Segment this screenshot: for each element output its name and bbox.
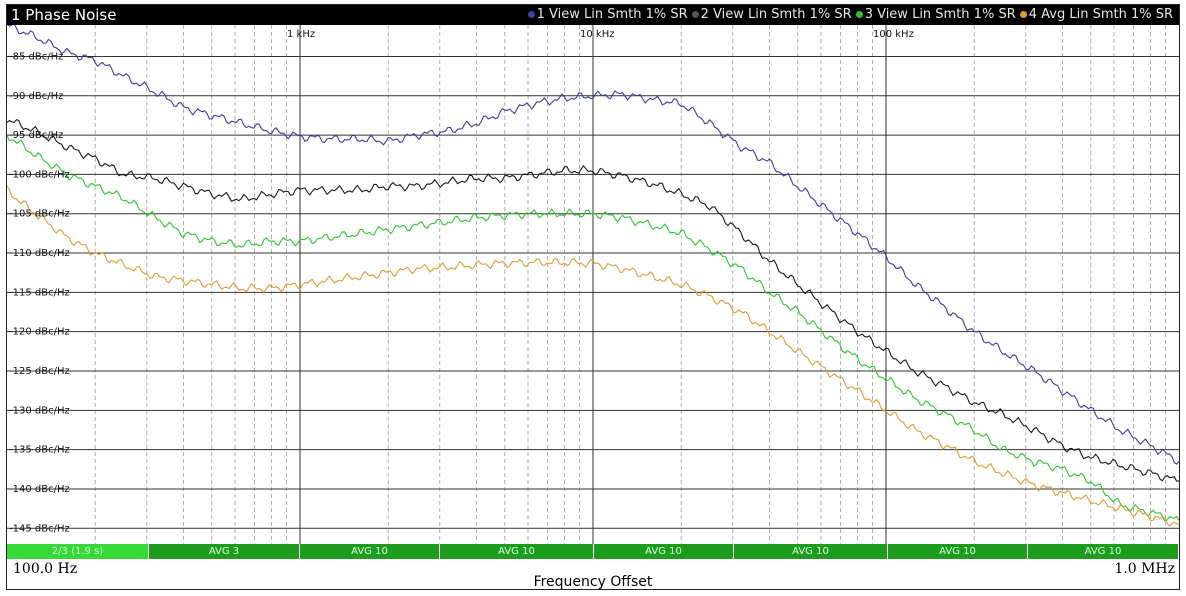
x-tick-labels: 1 kHz 10 kHz 100 kHz bbox=[287, 29, 914, 40]
trace-3-line bbox=[7, 135, 1179, 522]
y-tick-label: -105 dBc/Hz bbox=[9, 209, 70, 220]
legend-item: 3 View Lin Smth 1% SR bbox=[855, 7, 1016, 22]
legend-item: 4 Avg Lin Smth 1% SR bbox=[1019, 7, 1173, 22]
trace-4-line bbox=[7, 185, 1179, 527]
y-tick-label: -130 dBc/Hz bbox=[9, 405, 70, 416]
y-tick-label: -140 dBc/Hz bbox=[9, 484, 70, 495]
phase-noise-plot[interactable]: -85 dBc/Hz -90 dBc/Hz -95 dBc/Hz -100 dBc/H… bbox=[7, 25, 1179, 544]
y-tick-label: -120 dBc/Hz bbox=[9, 327, 70, 338]
trace-2-line bbox=[7, 119, 1179, 482]
y-tick-label: -115 dBc/Hz bbox=[9, 287, 70, 298]
x-tick-label: 1 kHz bbox=[287, 29, 315, 40]
x-stop-label: 1.0 MHz bbox=[1114, 561, 1175, 577]
sweep-progress-segment: 2/3 (1.9 s) bbox=[7, 544, 149, 559]
legend: 1 View Lin Smth 1% SR 2 View Lin Smth 1%… bbox=[527, 7, 1173, 22]
trace-4-dot-icon bbox=[1019, 11, 1027, 18]
avg-segment: AVG 10 bbox=[734, 544, 888, 559]
y-tick-label: -110 dBc/Hz bbox=[9, 248, 70, 259]
y-tick-label: -125 dBc/Hz bbox=[9, 366, 70, 377]
trace-1-line bbox=[7, 25, 1179, 465]
legend-label: 1 View Lin Smth 1% SR bbox=[536, 7, 688, 22]
avg-segment: AVG 3 bbox=[149, 544, 300, 559]
title-bar: 1 Phase Noise 1 View Lin Smth 1% SR 2 Vi… bbox=[7, 5, 1179, 25]
legend-label: 4 Avg Lin Smth 1% SR bbox=[1028, 7, 1173, 22]
y-tick-label: -100 dBc/Hz bbox=[9, 169, 70, 180]
x-tick-label: 100 kHz bbox=[873, 29, 914, 40]
sweep-status-bar: 2/3 (1.9 s) AVG 3 AVG 10 AVG 10 AVG 10 A… bbox=[7, 544, 1179, 559]
avg-segment: AVG 10 bbox=[888, 544, 1028, 559]
legend-item: 1 View Lin Smth 1% SR bbox=[527, 7, 688, 22]
legend-label: 3 View Lin Smth 1% SR bbox=[864, 7, 1016, 22]
legend-label: 2 View Lin Smth 1% SR bbox=[700, 7, 852, 22]
window-title: 1 Phase Noise bbox=[11, 6, 117, 24]
avg-segment: AVG 10 bbox=[300, 544, 440, 559]
x-start-label: 100.0 Hz bbox=[13, 561, 78, 577]
y-tick-labels: -85 dBc/Hz -90 dBc/Hz -95 dBc/Hz -100 dBc/H… bbox=[9, 51, 70, 534]
trace-lines bbox=[7, 25, 1179, 527]
y-tick-label: -90 dBc/Hz bbox=[9, 91, 63, 102]
major-gridlines bbox=[7, 25, 1179, 544]
phase-noise-window: 1 Phase Noise 1 View Lin Smth 1% SR 2 Vi… bbox=[6, 4, 1180, 590]
trace-1-dot-icon bbox=[527, 11, 535, 18]
trace-3-dot-icon bbox=[855, 11, 863, 18]
y-tick-label: -145 dBc/Hz bbox=[9, 523, 70, 534]
y-tick-label: -85 dBc/Hz bbox=[9, 51, 63, 62]
avg-segment: AVG 10 bbox=[440, 544, 594, 559]
y-tick-label: -135 dBc/Hz bbox=[9, 445, 70, 456]
avg-segment: AVG 10 bbox=[594, 544, 734, 559]
legend-item: 2 View Lin Smth 1% SR bbox=[691, 7, 852, 22]
x-axis-title: Frequency Offset bbox=[533, 574, 653, 590]
trace-2-dot-icon bbox=[691, 11, 699, 18]
minor-gridlines bbox=[94, 25, 1166, 544]
y-tick-label: -95 dBc/Hz bbox=[9, 130, 63, 141]
x-tick-label: 10 kHz bbox=[580, 29, 614, 40]
avg-segment: AVG 10 bbox=[1028, 544, 1179, 559]
